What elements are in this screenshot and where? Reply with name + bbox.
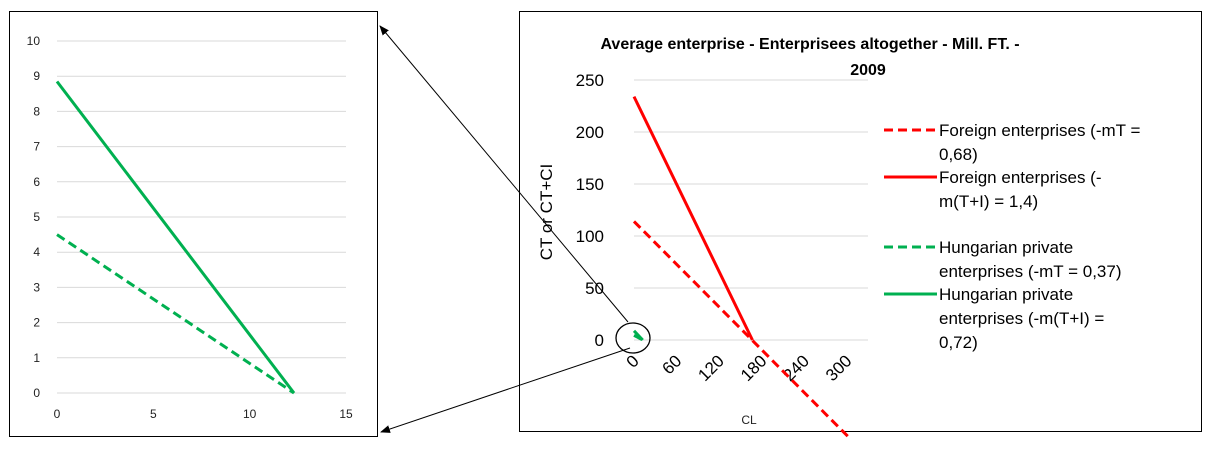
main-chart-frame [519, 11, 1202, 432]
main-series-line [632, 95, 754, 341]
zoom-connectors [379, 25, 631, 433]
zoom-x-tick-label: 5 [150, 407, 157, 421]
zoom-chart-series [55, 80, 296, 395]
main-y-tick-label: 0 [595, 331, 604, 350]
main-chart-series [632, 95, 852, 440]
zoom-y-tick-label: 9 [33, 69, 40, 83]
zoom-y-tick-label: 2 [33, 316, 40, 330]
legend-label: 0,68) [939, 145, 978, 164]
main-chart: Average enterprise - Enterprisees altoge… [519, 11, 1202, 432]
connector-arrow-bottom [380, 347, 631, 433]
zoom-y-tick-label: 1 [33, 351, 40, 365]
main-y-tick-label: 200 [576, 123, 604, 142]
zoom-y-tick-label: 10 [27, 34, 41, 48]
legend-label: Hungarian private [939, 285, 1073, 304]
zoom-chart: 0 1 2 3 4 5 6 7 8 9 10 0 5 10 15 [9, 11, 378, 437]
zoom-y-tick-label: 5 [33, 210, 40, 224]
legend-label: Foreign enterprises (- [939, 168, 1102, 187]
main-series-line [632, 220, 852, 440]
zoom-y-tick-label: 8 [33, 104, 40, 118]
zoom-y-tick-label: 3 [33, 280, 40, 294]
legend-label: 0,72) [939, 333, 978, 352]
zoom-x-tick-label: 0 [54, 407, 61, 421]
main-y-tick-label: 50 [585, 279, 604, 298]
legend-label: enterprises (-m(T+I) = [939, 309, 1104, 328]
main-y-tick-label: 250 [576, 71, 604, 90]
zoom-series-line-dashed [56, 233, 295, 395]
zoom-y-tick-label: 4 [33, 245, 40, 259]
zoom-x-tick-label: 10 [243, 407, 257, 421]
zoom-circle [615, 322, 651, 354]
main-series-line [632, 329, 644, 342]
main-chart-legend: Foreign enterprises (-mT = 0,68) Foreign e… [884, 121, 1140, 352]
legend-label: Foreign enterprises (-mT = [939, 121, 1140, 140]
zoom-chart-frame [9, 11, 378, 437]
main-chart-x-axis-label: CL [741, 413, 757, 427]
legend-label: m(T+I) = 1,4) [939, 192, 1038, 211]
zoom-y-tick-label: 0 [33, 386, 40, 400]
zoom-chart-grid [57, 40, 346, 394]
main-chart-y-ticks: 0 50 100 150 200 250 [576, 71, 604, 350]
main-chart-title-line-1: Average enterprise - Enterprisees altoge… [600, 36, 1019, 53]
zoom-series-line-solid [55, 80, 296, 394]
legend-label: enterprises (-mT = 0,37) [939, 262, 1122, 281]
zoom-x-tick-label: 15 [339, 407, 353, 421]
connector-arrow-top [379, 25, 629, 323]
zoom-chart-x-ticks: 0 5 10 15 [54, 407, 353, 421]
main-y-tick-label: 100 [576, 227, 604, 246]
zoom-chart-y-ticks: 0 1 2 3 4 5 6 7 8 9 10 [27, 34, 41, 400]
zoom-y-tick-label: 7 [33, 140, 40, 154]
zoom-y-tick-label: 6 [33, 175, 40, 189]
legend-label: Hungarian private [939, 238, 1073, 257]
main-y-tick-label: 150 [576, 175, 604, 194]
main-chart-title-line-2: 2009 [850, 62, 886, 79]
main-chart-y-axis-label: CT or CT+CI [537, 164, 556, 261]
